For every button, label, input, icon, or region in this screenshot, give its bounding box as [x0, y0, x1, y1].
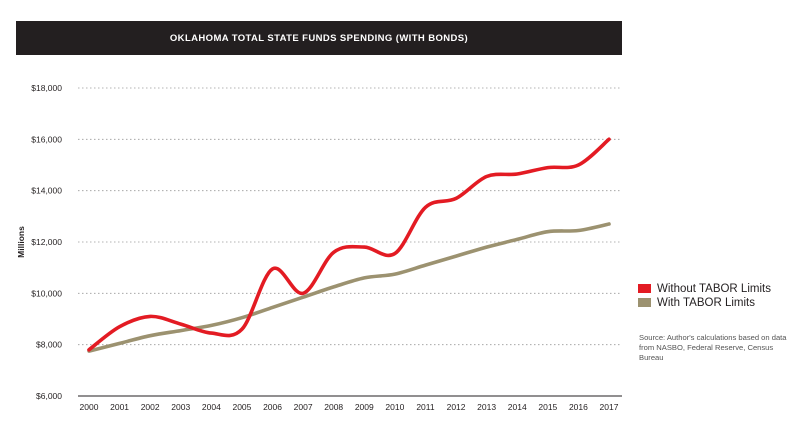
y-tick-label: $8,000 [36, 340, 62, 350]
x-tick-label: 2004 [202, 402, 221, 412]
x-tick-label: 2014 [508, 402, 527, 412]
y-tick-label: $18,000 [31, 83, 62, 93]
y-tick-label: $6,000 [36, 391, 62, 401]
x-tick-label: 2005 [232, 402, 251, 412]
legend-item-without-tabor: Without TABOR Limits [638, 282, 771, 295]
x-tick-label: 2016 [569, 402, 588, 412]
legend-item-with-tabor: With TABOR Limits [638, 296, 771, 309]
legend: Without TABOR Limits With TABOR Limits [638, 282, 771, 310]
x-tick-label: 2003 [171, 402, 190, 412]
chart-title: OKLAHOMA TOTAL STATE FUNDS SPENDING (WIT… [169, 32, 469, 44]
x-tick-label: 2017 [600, 402, 619, 412]
y-axis-label: Millions [16, 226, 26, 258]
legend-label-without-tabor: Without TABOR Limits [657, 282, 771, 295]
x-tick-label: 2011 [416, 402, 435, 412]
legend-label-with-tabor: With TABOR Limits [657, 296, 755, 309]
x-tick-label: 2001 [110, 402, 129, 412]
x-tick-label: 2007 [294, 402, 313, 412]
legend-swatch-with-tabor [638, 298, 651, 307]
series-line-without-tabor [87, 137, 611, 352]
x-tick-label: 2006 [263, 402, 282, 412]
series-line-with-tabor [87, 222, 611, 353]
chart-title-bar: OKLAHOMA TOTAL STATE FUNDS SPENDING (WIT… [16, 21, 622, 55]
y-tick-label: $14,000 [31, 186, 62, 196]
x-tick-label: 2010 [385, 402, 404, 412]
y-tick-label: $12,000 [31, 237, 62, 247]
y-axis-ticks: $6,000 $8,000 $10,000 $12,000 $14,000 $16,000… [31, 83, 62, 401]
y-tick-label: $10,000 [31, 288, 62, 298]
x-tick-label: 2009 [355, 402, 374, 412]
x-tick-label: 2013 [477, 402, 496, 412]
legend-swatch-without-tabor [638, 284, 651, 293]
x-tick-label: 2012 [447, 402, 466, 412]
x-tick-label: 2015 [538, 402, 557, 412]
x-tick-label: 2002 [141, 402, 160, 412]
x-axis-ticks: 2000 2001 2002 2003 2004 2005 2006 2007 2008 2009… [80, 402, 619, 412]
x-tick-label: 2000 [80, 402, 99, 412]
grid-lines [78, 87, 622, 397]
x-tick-label: 2008 [324, 402, 343, 412]
series-lines [87, 137, 611, 353]
y-tick-label: $16,000 [31, 134, 62, 144]
source-note: Source: Author's calculations based on d… [639, 333, 787, 362]
